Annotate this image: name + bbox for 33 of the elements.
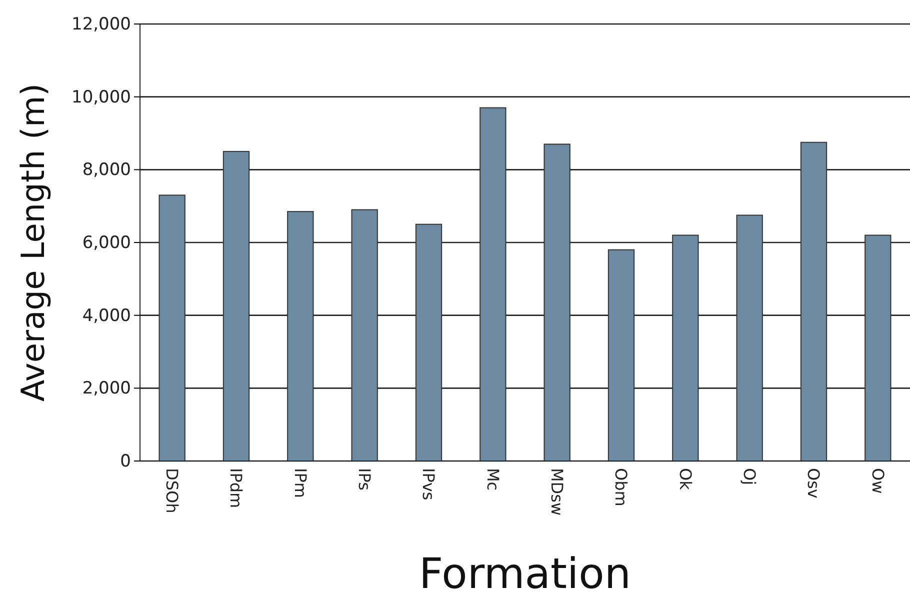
x-tick-label: Mc: [483, 468, 502, 491]
y-tick-label: 10,000: [72, 87, 131, 108]
x-tick-label: Oj: [740, 468, 759, 486]
y-tick-label: 6,000: [82, 232, 131, 253]
y-tick-label: 12,000: [72, 14, 131, 34]
bar: [736, 214, 763, 462]
x-tick-label: IPdm: [226, 468, 246, 508]
x-tick-label: IPm: [290, 468, 310, 498]
x-tick-label: Obm: [612, 468, 631, 506]
x-axis-title: Formation: [419, 549, 631, 596]
bar: [415, 224, 442, 462]
x-tick-label: MDsw: [547, 468, 566, 516]
y-tick-label: 0: [120, 451, 131, 472]
bar: [864, 234, 892, 462]
bar: [800, 142, 828, 462]
x-tick-label: IPs: [354, 468, 374, 490]
x-tick-label: Ow: [868, 468, 888, 494]
bar: [544, 144, 570, 462]
x-tick-label: Ok: [676, 468, 695, 491]
x-tick-label: IPvs: [419, 468, 438, 500]
bar: [222, 150, 250, 462]
bar: [672, 234, 699, 462]
y-tick-label: 2,000: [82, 378, 131, 399]
y-axis-title: Average Length (m): [14, 83, 52, 402]
bar: [480, 107, 506, 462]
y-tick-label: 4,000: [82, 306, 131, 326]
x-tick-label: DSOh: [162, 468, 182, 514]
bar: [351, 209, 378, 462]
bar: [158, 194, 186, 462]
bar: [287, 211, 314, 462]
bar: [608, 249, 635, 462]
y-tick-label: 8,000: [82, 160, 131, 180]
x-tick-label: Osv: [804, 468, 824, 498]
